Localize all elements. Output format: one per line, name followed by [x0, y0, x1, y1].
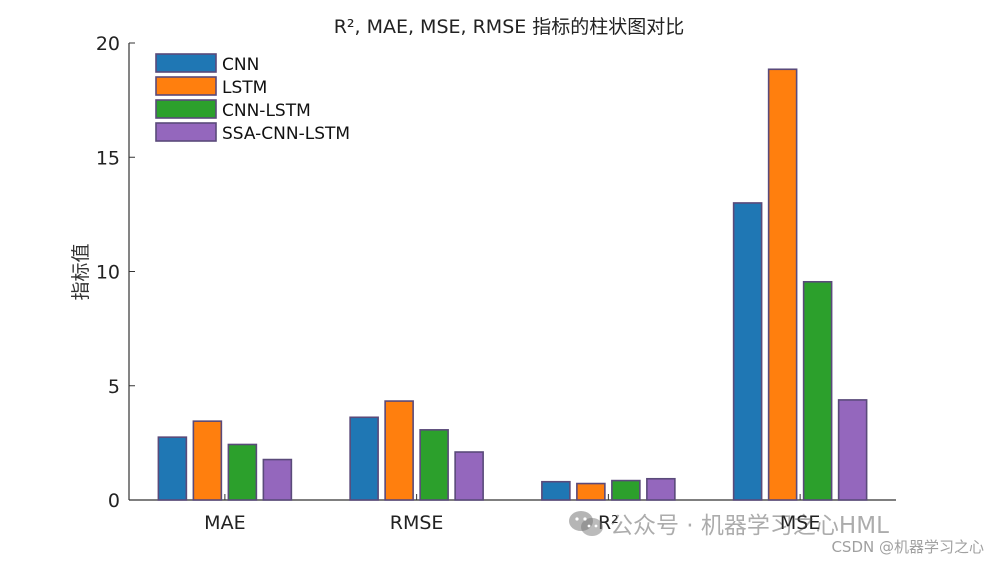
legend-swatch — [155, 122, 217, 142]
csdn-watermark: CSDN @机器学习之心 — [831, 538, 984, 556]
bar-ssa-cnn-lstm-3 — [837, 399, 868, 501]
y-tick-label: 15 — [96, 147, 120, 169]
bar-cnn-1 — [349, 416, 379, 501]
y-axis: 0 5 10 15 20 — [96, 33, 135, 512]
bars-group — [157, 68, 868, 501]
bar-cnn-0 — [157, 436, 188, 501]
bar-ssa-cnn-lstm-2 — [646, 477, 676, 501]
x-tick-label: R² — [598, 512, 619, 534]
legend-label: CNN — [222, 55, 259, 75]
bar-ssa-cnn-lstm-1 — [454, 451, 484, 501]
y-axis-label: 指标值 — [70, 243, 92, 300]
chart-title: R², MAE, MSE, RMSE 指标的柱状图对比 — [334, 16, 685, 38]
wechat-logo-icon — [568, 510, 604, 544]
legend-swatch — [155, 76, 217, 96]
bar-lstm-1 — [384, 400, 414, 501]
bar-lstm-2 — [576, 482, 606, 501]
y-tick-label: 5 — [108, 376, 120, 398]
y-tick-label: 0 — [108, 490, 120, 512]
bar-cnn-lstm-1 — [419, 429, 449, 501]
x-tick-label: RMSE — [390, 512, 444, 534]
bar-lstm-0 — [192, 420, 223, 501]
bar-cnn-lstm-2 — [611, 479, 641, 501]
legend-label: SSA-CNN-LSTM — [222, 124, 350, 144]
legend-swatch — [155, 53, 217, 73]
bar-cnn-lstm-0 — [227, 443, 258, 501]
legend-label: CNN-LSTM — [222, 101, 311, 121]
x-tick-label: MSE — [780, 512, 820, 534]
bar-ssa-cnn-lstm-0 — [262, 458, 293, 501]
bar-lstm-3 — [767, 68, 798, 501]
wechat-watermark-text: 公众号 · 机器学习之心HML — [610, 513, 889, 539]
bar-cnn-2 — [541, 480, 571, 501]
legend-label: LSTM — [222, 78, 267, 98]
wechat-watermark: 公众号 · 机器学习之心HML — [568, 506, 889, 544]
y-tick-label: 20 — [96, 33, 120, 55]
bar-cnn-lstm-3 — [802, 280, 833, 501]
y-tick-label: 10 — [96, 262, 120, 284]
legend-swatch — [155, 99, 217, 119]
legend: CNN LSTM CNN-LSTM SSA-CNN-LSTM — [155, 53, 350, 144]
x-tick-label: MAE — [204, 512, 245, 534]
bar-cnn-3 — [732, 202, 763, 501]
